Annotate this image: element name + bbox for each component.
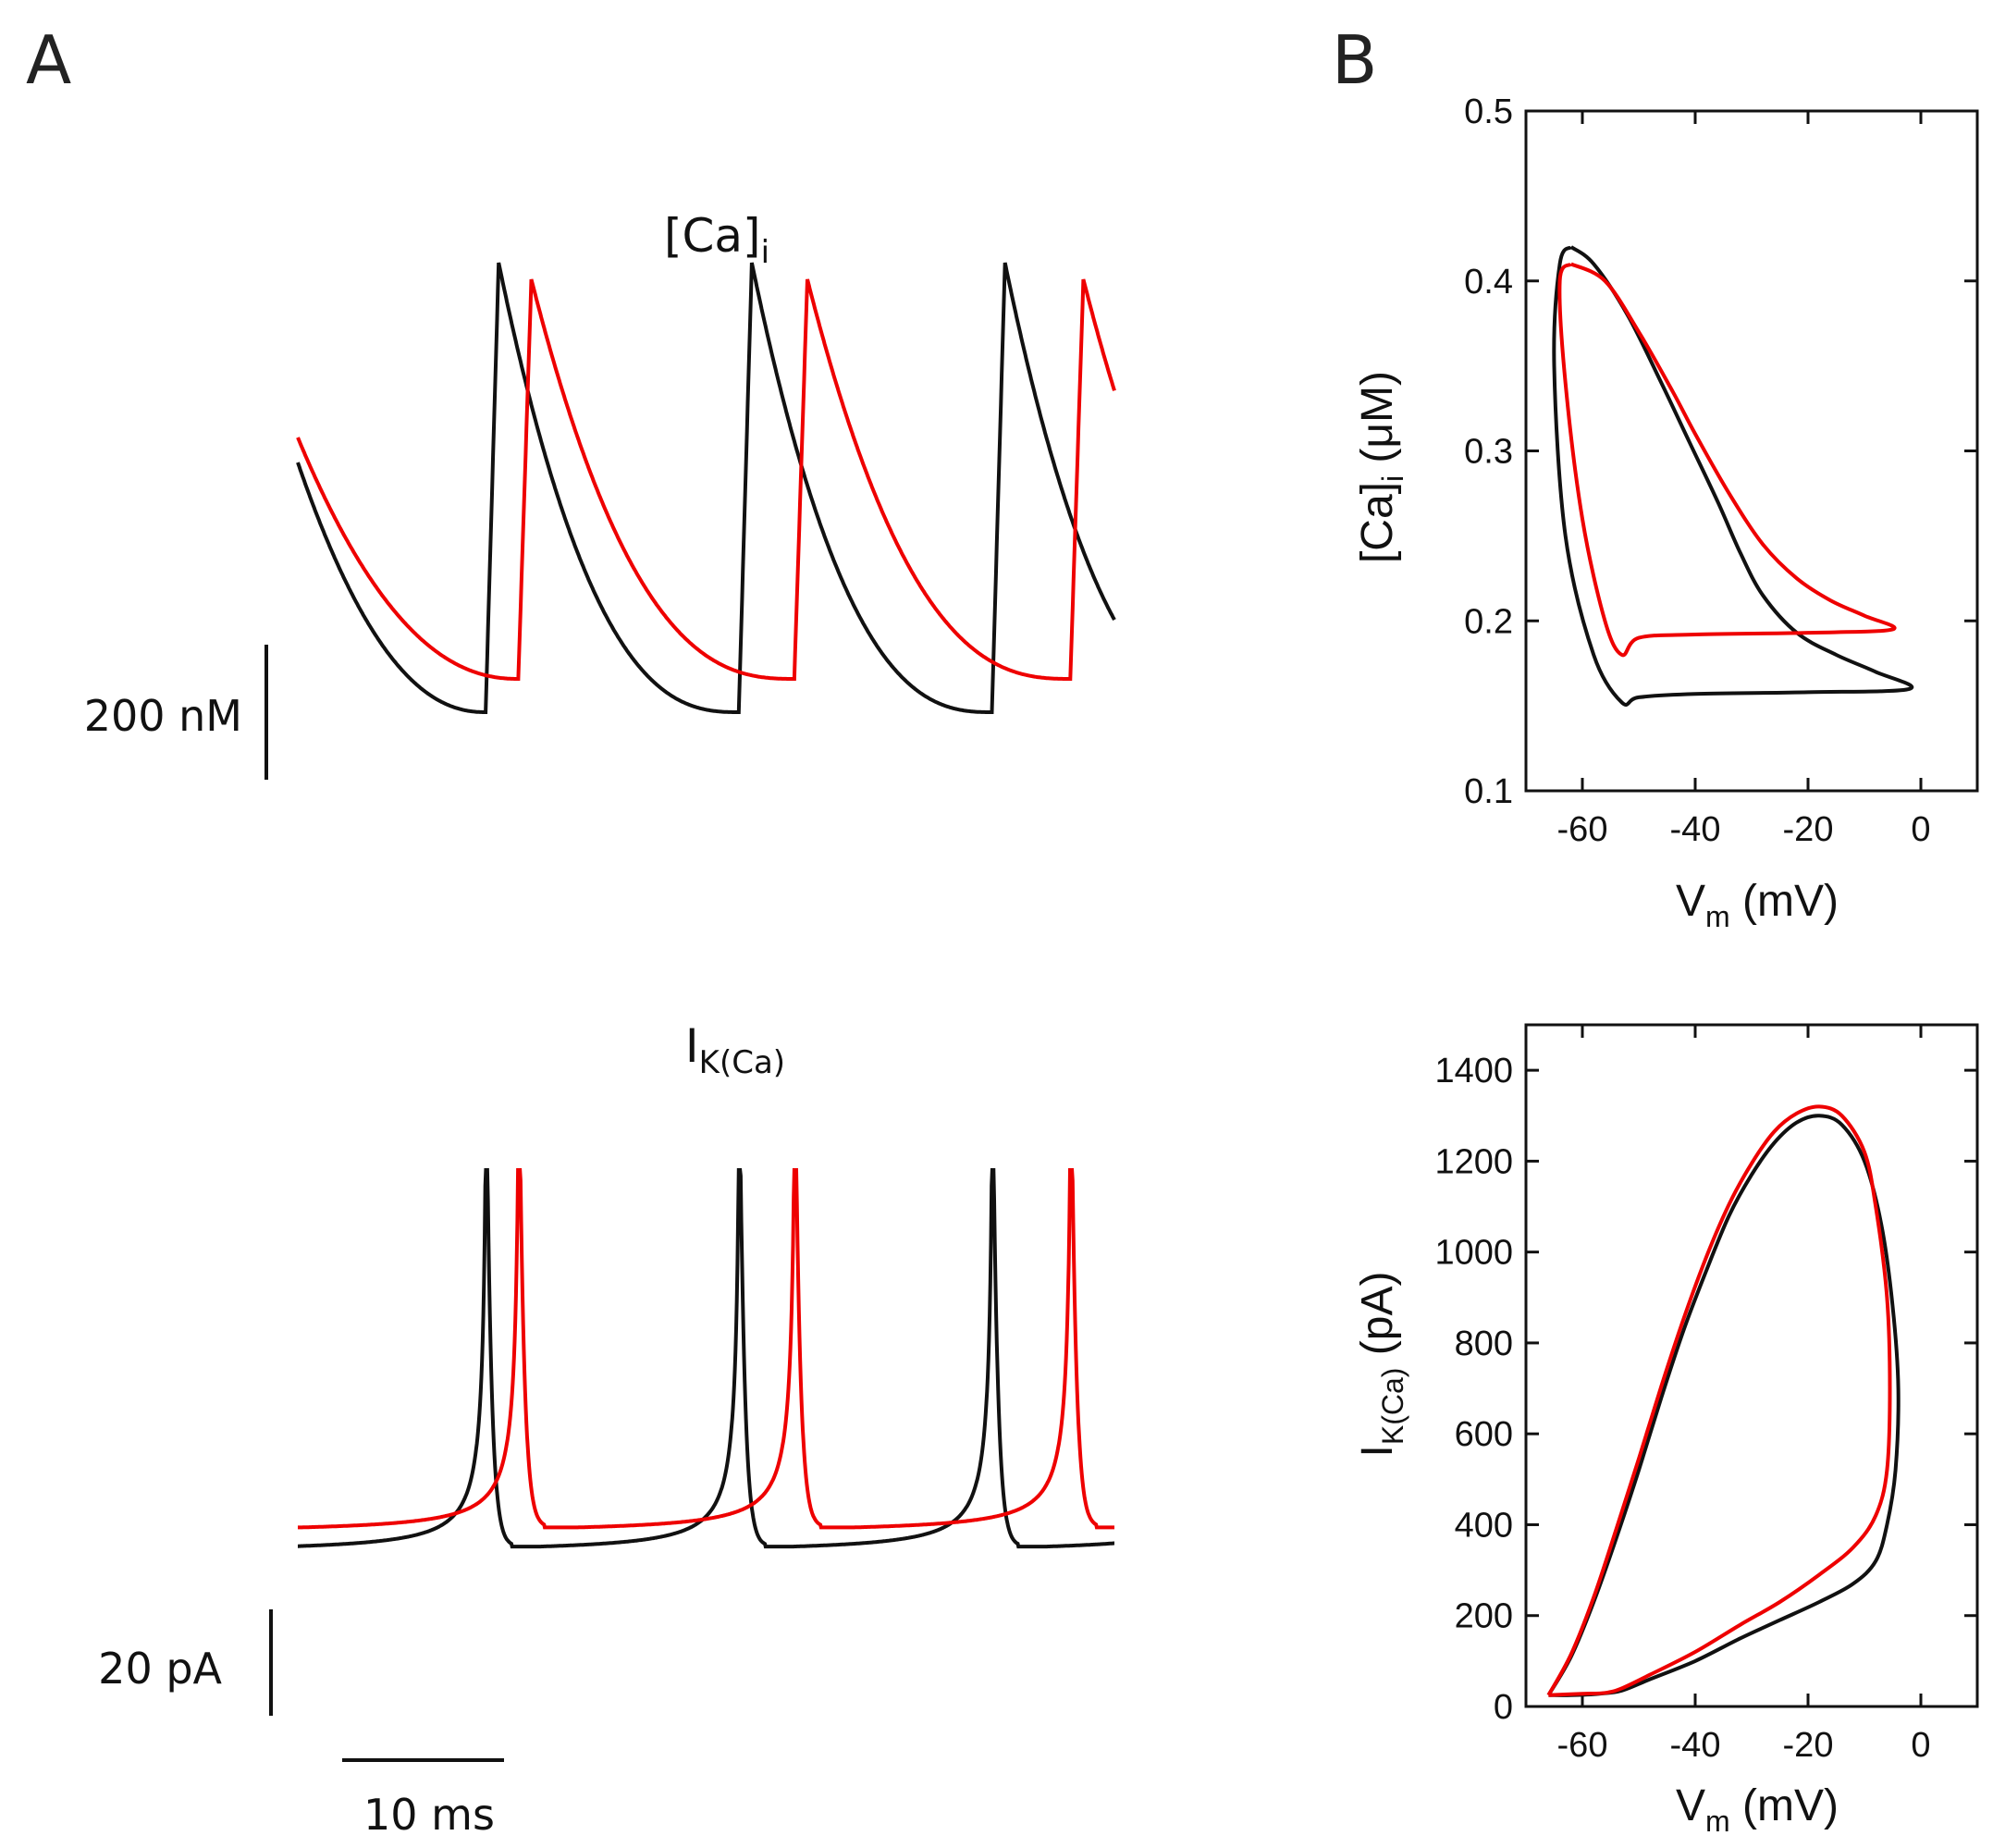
ikca-trace-title-main: I [685,1019,699,1073]
ikca-vs-vm-ytick-label: 400 [1455,1506,1513,1545]
ca-vs-vm-xlabel: Vm (mV) [1676,877,1839,933]
ikca-vs-vm-plot: -60 -40 -20 0 0 200 400 600 800 1000 1200 1400 [1434,1023,1979,1765]
ikca-vs-vm-xlabel-main: V [1676,1781,1705,1830]
ikca-trace-plot [298,1168,1114,1549]
ikca-vs-vm-ytick-label: 1400 [1434,1052,1513,1090]
ikca-trace-title-sub: K(Ca) [699,1044,785,1081]
ca-vs-vm-ytick-label: 0.5 [1464,92,1513,131]
ca-vs-vm-line-red [1557,262,1897,658]
ikca-vs-vm-line-red [1546,1104,1892,1697]
ca-trace-title-main: [Ca] [664,209,761,263]
ca-vs-vm-xtick-label: -60 [1557,810,1608,849]
ikca-vs-vm-xlabel-rest: (mV) [1730,1781,1839,1830]
ca-vs-vm-ylabel-rest: (μM) [1353,371,1402,475]
ca-vs-vm-ylabel: [Ca]i (μM) [1353,371,1409,563]
ikca-vs-vm-ytick-label: 600 [1455,1415,1513,1454]
ikca-vs-vm-ytick-label: 0 [1494,1688,1513,1727]
ca-vs-vm-xtick-label: -40 [1670,810,1721,849]
ikca-trace-line-black [298,1168,1114,1549]
ikca-vs-vm-ytick-label: 1000 [1434,1234,1513,1273]
ikca-vs-vm-ytick-label: 800 [1455,1324,1513,1363]
panel-label-a: A [26,21,71,99]
ca-trace-line-black [296,262,1116,714]
ca-trace-title-sub: i [761,234,769,271]
ca-vs-vm-ytick-label: 0.4 [1464,263,1513,302]
ca-vs-vm-ylabel-main: [Ca] [1353,482,1402,563]
ikca-vs-vm-ylabel: IK(Ca) (pA) [1353,1272,1409,1458]
ikca-vs-vm-xtick-label: -40 [1670,1726,1721,1765]
ca-vs-vm-xlabel-sub: m [1705,900,1730,933]
ikca-vs-vm-xlabel-sub: m [1705,1805,1730,1838]
ca-vs-vm-ytick-label: 0.3 [1464,433,1513,472]
ikca-vs-vm-ylabel-rest: (pA) [1353,1272,1402,1368]
ikca-trace-line-red [298,1168,1114,1530]
ikca-scale-bar-y-label: 20 pA [98,1644,222,1694]
ikca-vs-vm-ylabel-main: I [1353,1445,1402,1457]
ca-scale-bar-y-label: 200 nM [84,691,242,741]
ikca-vs-vm-ytick-label: 1200 [1434,1142,1513,1181]
ca-vs-vm-xtick-label: -20 [1783,810,1834,849]
ikca-vs-vm-xlabel: Vm (mV) [1676,1781,1839,1838]
ca-vs-vm-xtick-label: 0 [1911,810,1930,849]
ikca-vs-vm-frame [1524,1023,1979,1708]
ikca-vs-vm-xtick-label: -60 [1557,1726,1608,1765]
panel-label-b: B [1332,21,1377,99]
ca-vs-vm-xlabel-main: V [1676,877,1705,926]
ca-vs-vm-ytick-label: 0.1 [1464,772,1513,811]
time-scale-bar-label: 10 ms [363,1790,495,1840]
ca-vs-vm-plot: -60 -40 -20 0 0.1 0.2 0.3 0.4 0.5 [1464,92,1979,849]
ca-vs-vm-ylabel-sub: i [1376,475,1409,482]
ikca-vs-vm-ylabel-sub: K(Ca) [1376,1368,1409,1446]
ca-trace-title: [Ca]i [664,209,769,271]
ca-vs-vm-line-black [1552,245,1914,708]
ikca-vs-vm-xtick-label: 0 [1911,1726,1930,1765]
ca-trace-line-red [296,278,1116,681]
ikca-vs-vm-line-black [1546,1114,1901,1697]
ca-vs-vm-xlabel-rest: (mV) [1730,877,1839,926]
ikca-trace-title: IK(Ca) [685,1019,785,1081]
ikca-vs-vm-ytick-label: 200 [1455,1597,1513,1636]
ca-trace-plot [296,262,1116,714]
ikca-vs-vm-xtick-label: -20 [1783,1726,1834,1765]
ca-vs-vm-ytick-label: 0.2 [1464,602,1513,641]
